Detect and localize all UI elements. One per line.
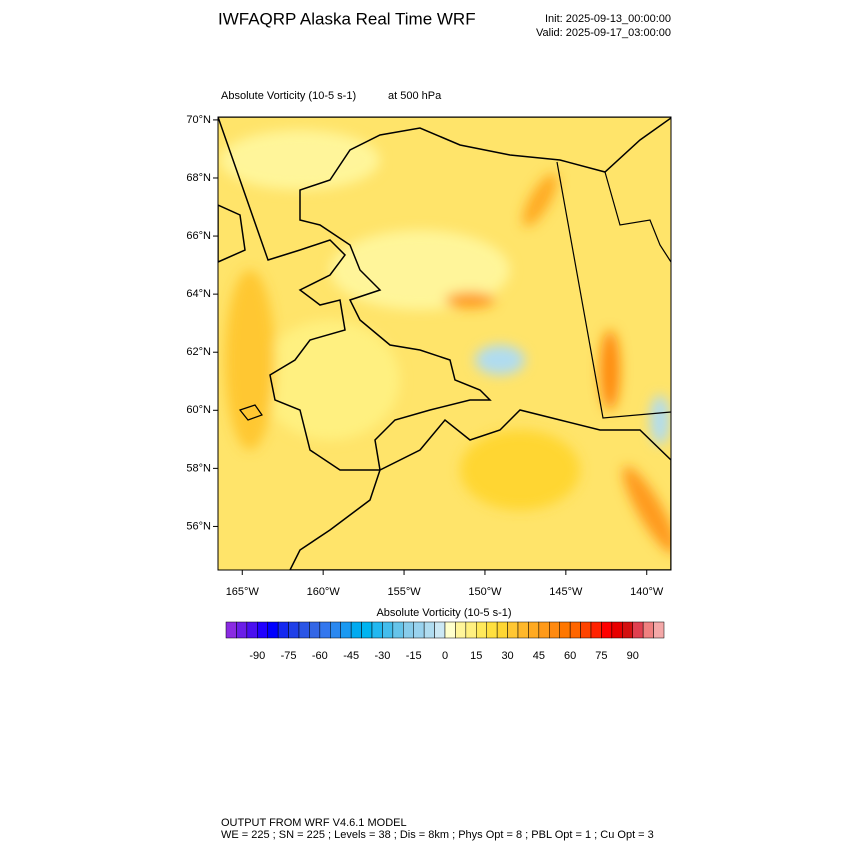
colorbar-box [413, 621, 425, 639]
colorbar-label: -90 [249, 650, 265, 662]
map-frame [217, 116, 672, 571]
x-tick-label: 165°W [226, 586, 260, 598]
colorbar-box [465, 621, 477, 639]
field-label: Absolute Vorticity (10-5 s-1) [221, 90, 356, 102]
colorbar-box [642, 621, 654, 639]
colorbar-title: Absolute Vorticity (10-5 s-1) [376, 607, 511, 619]
y-tick-label: 66°N [186, 230, 211, 242]
colorbar-box [371, 621, 383, 639]
y-tick-label: 58°N [186, 462, 211, 474]
colorbar-box [528, 621, 540, 639]
colorbar: -90 -75 -60 -45 -30 -15 0 15 30 45 60 75 90 [225, 621, 665, 662]
colorbar-label: -45 [343, 650, 359, 662]
colorbar-box [423, 621, 435, 639]
colorbar-box [455, 621, 467, 639]
colorbar-box [309, 621, 321, 639]
colorbar-box [257, 621, 268, 639]
colorbar-box [559, 621, 571, 639]
colorbar-box [611, 621, 623, 639]
map-field [218, 117, 671, 570]
colorbar-box [403, 621, 414, 639]
colorbar-box [444, 621, 456, 639]
colorbar-box [246, 621, 258, 639]
x-tick-label: 150°W [468, 586, 502, 598]
colorbar-label: -75 [281, 650, 297, 662]
colorbar-box [382, 621, 394, 639]
x-tick-label: 155°W [387, 586, 421, 598]
title: IWFAQRP Alaska Real Time WRF [218, 9, 476, 28]
y-tick-label: 68°N [186, 172, 211, 184]
colorbar-box [298, 621, 310, 639]
colorbar-label: 30 [501, 650, 513, 662]
colorbar-box [622, 621, 633, 639]
colorbar-label: -60 [312, 650, 328, 662]
y-tick-label: 56°N [186, 520, 211, 532]
colorbar-box [653, 621, 665, 639]
colorbar-label: -30 [374, 650, 390, 662]
valid: Valid: 2025-09-17_03:00:00 [536, 27, 671, 39]
colorbar-box [434, 621, 446, 639]
x-tick-label: 160°W [307, 586, 341, 598]
map-axes: 165°W 160°W 155°W 150°W 145°W 140°W 70°N 68°N 66… [186, 114, 663, 598]
colorbar-box [549, 621, 560, 639]
colorbar-box [392, 621, 404, 639]
y-tick-label: 64°N [186, 288, 211, 300]
y-tick-label: 60°N [186, 404, 211, 416]
colorbar-label: -15 [406, 650, 422, 662]
colorbar-label: 75 [595, 650, 607, 662]
colorbar-box [277, 621, 289, 639]
colorbar-box [580, 621, 592, 639]
y-tick-label: 62°N [186, 346, 211, 358]
colorbar-box [267, 621, 279, 639]
colorbar-box [507, 621, 519, 639]
level-label: at 500 hPa [388, 90, 442, 102]
colorbar-box [486, 621, 498, 639]
colorbar-label: 90 [627, 650, 639, 662]
colorbar-label: 45 [533, 650, 545, 662]
colorbar-box [236, 621, 248, 639]
x-tick-label: 145°W [549, 586, 583, 598]
colorbar-box [361, 621, 373, 639]
init: Init: 2025-09-13_00:00:00 [545, 13, 671, 25]
footer-line: OUTPUT FROM WRF V4.6.1 MODEL [221, 817, 407, 829]
colorbar-box [569, 621, 581, 639]
colorbar-box [601, 621, 613, 639]
colorbar-box [225, 621, 237, 639]
colorbar-label: 60 [564, 650, 576, 662]
colorbar-box [340, 621, 352, 639]
colorbar-box [476, 621, 487, 639]
colorbar-box [330, 621, 341, 639]
colorbar-box [350, 621, 362, 639]
colorbar-box [319, 621, 331, 639]
colorbar-box [632, 621, 644, 639]
colorbar-box [538, 621, 550, 639]
colorbar-label: 0 [442, 650, 448, 662]
y-tick-label: 70°N [186, 114, 211, 126]
x-tick-label: 140°W [630, 586, 664, 598]
colorbar-box [590, 621, 602, 639]
colorbar-box [517, 621, 529, 639]
colorbar-box [288, 621, 300, 639]
colorbar-label: 15 [470, 650, 482, 662]
footer-line: WE = 225 ; SN = 225 ; Levels = 38 ; Dis … [221, 829, 654, 841]
colorbar-box [496, 621, 508, 639]
